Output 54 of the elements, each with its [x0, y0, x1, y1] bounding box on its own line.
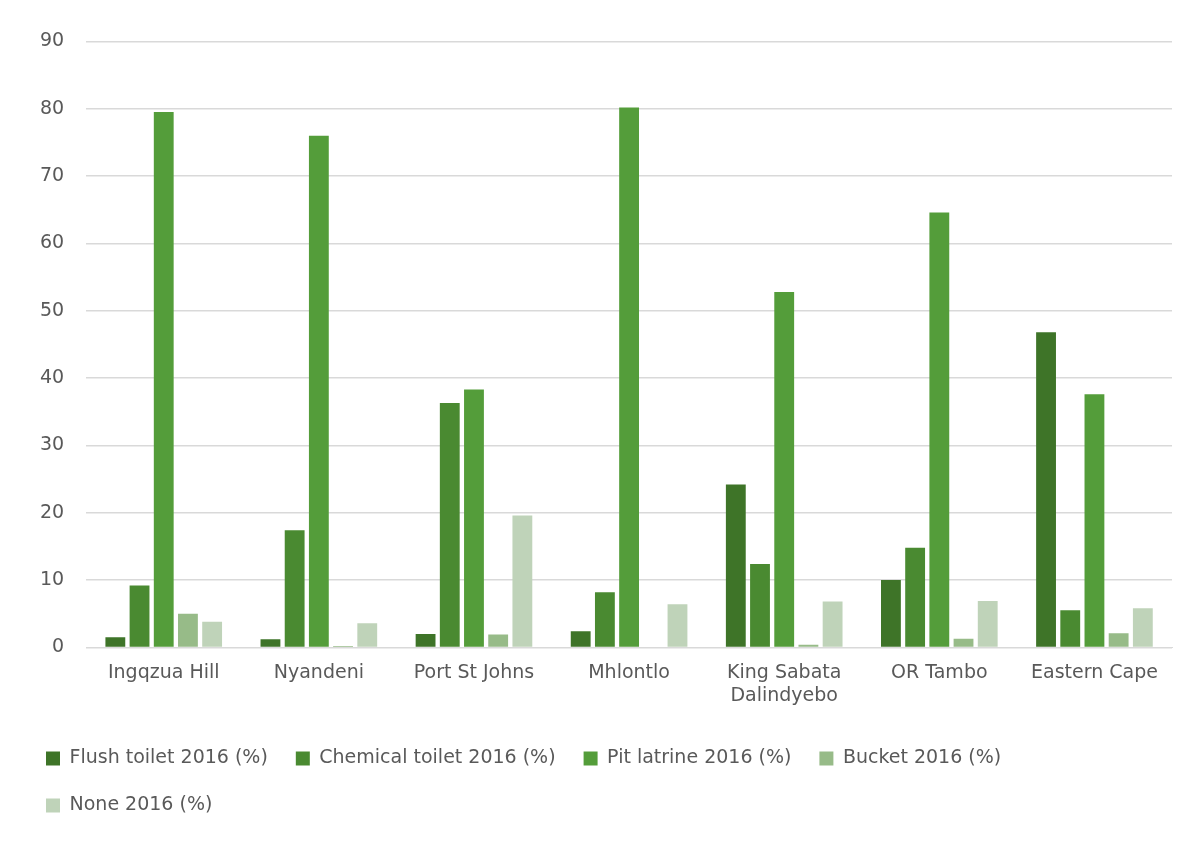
legend-label: Flush toilet 2016 (%)	[69, 745, 268, 768]
bar	[202, 621, 223, 647]
x-tick-label: Port St Johns	[413, 659, 535, 682]
bar	[1036, 332, 1056, 647]
legend-label: None 2016 (%)	[69, 792, 213, 815]
bar	[308, 135, 329, 647]
x-tick-label: King Sabata Dalindyebo	[727, 659, 842, 705]
bar	[488, 634, 509, 647]
x-tick-label: Nyandeni	[273, 659, 364, 682]
bar	[750, 563, 770, 647]
bar	[1060, 610, 1081, 647]
y-tick-label: 90	[39, 28, 65, 51]
bar	[439, 402, 460, 647]
bar	[881, 580, 901, 647]
y-tick-label: 10	[39, 567, 65, 589]
bar	[284, 530, 305, 647]
bar	[594, 592, 615, 647]
y-tick-label: 0	[52, 634, 65, 657]
legend-label: Pit latrine 2016 (%)	[607, 745, 792, 768]
bar	[905, 547, 926, 647]
bar	[357, 623, 378, 647]
bar	[1084, 394, 1105, 647]
x-tick-label: Eastern Cape	[1030, 659, 1158, 682]
bar	[929, 212, 950, 647]
y-tick-label: 40	[39, 365, 65, 387]
y-tick-label: 50	[39, 297, 65, 320]
y-tick-label: 70	[39, 163, 65, 185]
bar	[619, 107, 640, 647]
bar	[260, 639, 281, 647]
bar	[415, 633, 436, 647]
bar	[774, 291, 795, 647]
x-tick-label: OR Tambo	[891, 659, 988, 682]
bar	[977, 600, 998, 647]
bar	[153, 112, 174, 647]
bar	[129, 585, 150, 647]
bar	[464, 389, 484, 647]
bar	[1108, 633, 1129, 647]
y-tick-label: 30	[39, 432, 65, 455]
legend-label: Bucket 2016 (%)	[842, 745, 1002, 768]
bar	[725, 484, 746, 647]
y-tick-label: 60	[39, 230, 65, 253]
bar	[667, 604, 688, 647]
bar	[822, 601, 843, 647]
bar	[512, 515, 533, 647]
x-tick-label: Ingqzua Hill	[107, 659, 220, 682]
bar	[105, 637, 126, 647]
bar	[178, 613, 198, 647]
bar	[570, 631, 591, 647]
y-tick-label: 20	[39, 499, 65, 522]
legend-label: Chemical toilet 2016 (%)	[319, 745, 556, 768]
y-tick-label: 80	[39, 95, 65, 118]
bar	[1132, 608, 1153, 647]
bar	[953, 638, 974, 647]
x-tick-label: Mhlontlo	[588, 659, 670, 682]
